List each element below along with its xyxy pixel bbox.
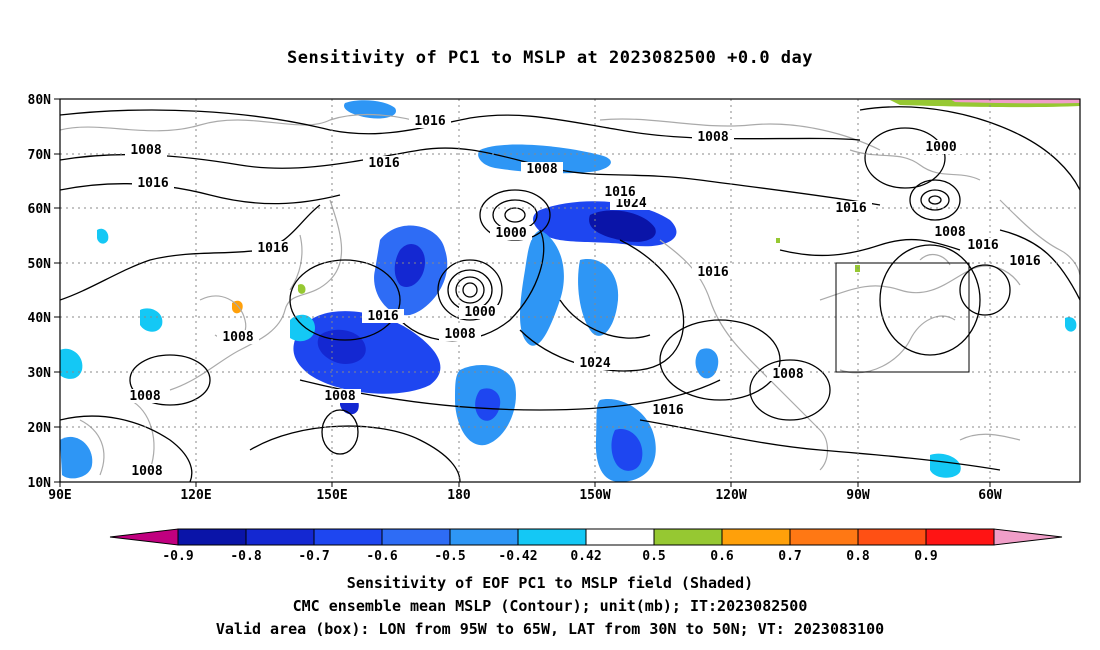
lon-tick-label: 120W	[715, 488, 746, 503]
lat-tick-label: 50N	[28, 257, 52, 272]
colorbar-tick-label: 0.7	[778, 549, 801, 564]
contour-label: 1008	[129, 389, 160, 404]
colorbar-tick-label: 0.5	[642, 549, 665, 564]
colorbar-segment	[381, 528, 451, 546]
lon-tick-label: 90E	[48, 488, 71, 503]
colorbar-segment	[653, 528, 723, 546]
colorbar-tick-label: -0.5	[434, 549, 465, 564]
colorbar-segment	[517, 528, 587, 546]
contour-label: 1016	[967, 238, 998, 253]
colorbar-high-triangle	[993, 528, 1063, 546]
colorbar-segment	[245, 528, 315, 546]
lat-tick-label: 10N	[28, 476, 52, 491]
colorbar-tick-label: 0.42	[570, 549, 601, 564]
colorbar-tick-label: 0.9	[914, 549, 937, 564]
contour-label: 1000	[464, 305, 495, 320]
colorbar-segment	[925, 528, 995, 546]
contour-label: 1000	[495, 226, 526, 241]
colorbar-segment	[585, 528, 655, 546]
colorbar-tick-label: -0.7	[298, 549, 329, 564]
sensitivity-shading	[60, 99, 1080, 482]
colorbar-segment	[789, 528, 859, 546]
colorbar-tick-label: 0.6	[710, 549, 734, 564]
contour-label: 1016	[835, 201, 866, 216]
caption-line-1: Sensitivity of EOF PC1 to MSLP field (Sh…	[346, 574, 754, 592]
colorbar-tick-label: -0.9	[162, 549, 193, 564]
colorbar-segment	[449, 528, 519, 546]
lon-tick-label: 60W	[978, 488, 1002, 503]
contour-label: 1016	[367, 309, 398, 324]
contour-label: 1016	[137, 176, 168, 191]
contour-label: 1000	[925, 140, 956, 155]
graticule-grid	[60, 99, 1080, 482]
colorbar: -0.9 -0.8 -0.7 -0.6 -0.5 -0.42 0.42 0.5 0.6 0.7 0.…	[109, 528, 1063, 564]
contour-label: 1016	[652, 403, 683, 418]
lon-tick-label: 150E	[316, 488, 347, 503]
contour-label: 1008	[130, 143, 161, 158]
lon-tick-label: 150W	[579, 488, 610, 503]
lat-tick-label: 60N	[28, 202, 52, 217]
contour-label: 1008	[324, 389, 355, 404]
lon-tick-label: 180	[447, 488, 471, 503]
map-title: Sensitivity of PC1 to MSLP at 2023082500…	[286, 48, 813, 68]
contour-label: 1008	[526, 162, 557, 177]
contour-label: 1008	[444, 327, 475, 342]
lat-tick-label: 80N	[28, 93, 52, 108]
colorbar-tick-label: -0.42	[498, 549, 537, 564]
contour-label: 1016	[414, 114, 445, 129]
mslp-contours	[60, 106, 1080, 482]
contour-label: 1008	[934, 225, 965, 240]
contour-label: 1016	[697, 265, 728, 280]
contour-label: 1008	[697, 130, 728, 145]
colorbar-segment	[857, 528, 927, 546]
lat-tick-label: 30N	[28, 366, 52, 381]
lat-tick-label: 40N	[28, 311, 52, 326]
contour-label: 1016	[257, 241, 288, 256]
contour-label: 1008	[772, 367, 803, 382]
lat-tick-label: 20N	[28, 421, 52, 436]
contour-label: 1016	[1009, 254, 1040, 269]
colorbar-segment	[177, 528, 247, 546]
valid-area-box	[835, 262, 970, 373]
contour-label: 1008	[131, 464, 162, 479]
contour-label: 1024	[615, 196, 646, 211]
contour-label: 1016	[368, 156, 399, 171]
caption-line-2: CMC ensemble mean MSLP (Contour); unit(m…	[292, 597, 808, 615]
lon-tick-label: 120E	[180, 488, 211, 503]
colorbar-tick-label: -0.6	[366, 549, 397, 564]
lat-tick-label: 70N	[28, 148, 52, 163]
contour-label: 1016	[604, 185, 635, 200]
colorbar-tick-label: -0.8	[230, 549, 261, 564]
colorbar-tick-label: 0.8	[846, 549, 870, 564]
map-frame	[59, 98, 1081, 483]
colorbar-segment	[721, 528, 791, 546]
contour-label: 1024	[579, 356, 610, 371]
lon-tick-label: 90W	[846, 488, 870, 503]
contour-label: 1008	[222, 330, 253, 345]
colorbar-low-triangle	[109, 528, 179, 546]
caption-line-3: Valid area (box): LON from 95W to 65W, L…	[215, 620, 885, 638]
colorbar-segment	[313, 528, 383, 546]
